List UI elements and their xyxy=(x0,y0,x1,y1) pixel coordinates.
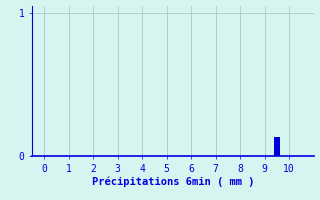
X-axis label: Précipitations 6min ( mm ): Précipitations 6min ( mm ) xyxy=(92,176,254,187)
Bar xyxy=(274,137,280,156)
